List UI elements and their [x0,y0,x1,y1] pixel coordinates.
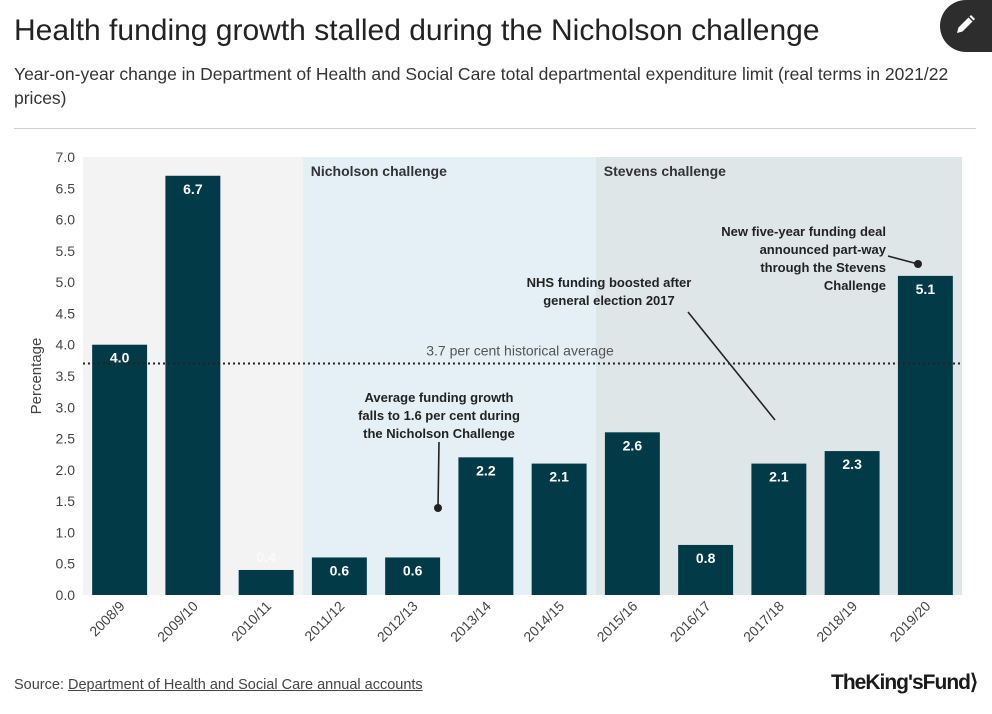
x-tick-label: 2011/12 [301,598,348,645]
bar [311,557,367,595]
y-tick-label: 0.0 [56,587,76,603]
y-tick-label: 7.0 [56,149,76,165]
annotation-text: New five-year funding deal [721,224,886,239]
annotation-text: general election 2017 [543,293,675,308]
annotation-dot [914,260,922,268]
bar [531,463,587,595]
average-line-label: 3.7 per cent historical average [426,342,614,358]
x-tick-label: 2017/18 [740,598,787,645]
source-link[interactable]: Department of Health and Social Care ann… [68,677,423,693]
y-tick-label: 1.0 [56,524,76,540]
bar-value-label: 2.2 [476,462,496,478]
annotation-connector [887,255,919,265]
y-tick-label: 2.5 [56,431,76,447]
bar [678,544,734,595]
bar-value-label: 0.6 [330,562,350,578]
bar-value-label: 6.7 [183,181,203,197]
annotation-text: the Nicholson Challenge [363,426,515,441]
y-axis-label: Percentage [28,338,45,415]
chart-subtitle: Year-on-year change in Department of Hea… [14,64,949,108]
y-tick-label: 5.5 [56,243,76,259]
source-note: Source: Department of Health and Social … [14,677,423,693]
x-tick-label: 2016/17 [667,598,714,645]
y-tick-label: 3.0 [56,399,76,415]
bar-value-label: 5.1 [916,281,936,297]
annotation-text: falls to 1.6 per cent during [358,408,520,423]
annotation-text: Average funding growth [364,390,513,405]
bar [458,457,514,595]
bar [751,463,807,595]
header-divider [14,128,976,129]
x-tick-label: 2019/20 [886,598,933,645]
bar [92,344,148,595]
x-tick-label: 2010/11 [228,598,275,645]
bar [165,175,221,595]
bar-chart: Nicholson challenge Stevens challenge 0.0 0… [28,149,962,645]
bar-value-label: 0.4 [256,549,276,565]
y-tick-label: 5.0 [56,274,76,290]
pencil-icon [957,15,975,33]
annotation-text: NHS funding boosted after [527,275,692,290]
bar [824,451,880,595]
y-tick-label: 4.5 [56,305,76,321]
y-tick-label: 4.0 [56,337,76,353]
y-tick-label: 6.5 [56,180,76,196]
chart-title: Health funding growth stalled during the… [14,14,820,47]
x-tick-label: 2009/10 [154,598,201,645]
x-tick-label: 2012/13 [374,598,421,645]
bar-value-label: 2.3 [842,456,862,472]
region-label: Stevens challenge [604,163,726,179]
annotation-connector [687,311,776,421]
source-label: Source: [14,677,64,693]
bar-value-label: 2.6 [623,437,643,453]
y-tick-label: 1.5 [56,493,76,509]
x-tick-label: 2015/16 [593,598,640,645]
region-label: Nicholson challenge [311,163,447,179]
x-tick-label: 2013/14 [447,598,494,645]
bar-value-label: 2.1 [549,469,569,485]
annotation-dot [434,504,442,512]
x-tick-label: 2008/9 [86,598,128,640]
y-tick-label: 6.0 [56,212,76,228]
bar [238,569,294,595]
annotation-text: through the Stevens [760,260,886,275]
y-tick-label: 3.5 [56,368,76,384]
y-tick-label: 2.0 [56,462,76,478]
kings-fund-logo: TheKing'sFund⟩ [831,671,978,694]
annotation-text: announced part-way [760,242,887,257]
edit-button[interactable] [940,0,992,52]
y-tick-label: 0.5 [56,556,76,572]
x-tick-label: 2018/19 [813,598,860,645]
annotation-connector [437,441,440,509]
annotation-text: Challenge [824,278,886,293]
bar-value-label: 2.1 [769,469,789,485]
bar-value-label: 0.6 [403,562,423,578]
x-tick-label: 2014/15 [520,598,567,645]
bar [385,557,441,595]
bar-value-label: 4.0 [110,350,130,366]
bar [897,275,953,595]
bar-value-label: 0.8 [696,550,716,566]
bar [604,432,660,595]
